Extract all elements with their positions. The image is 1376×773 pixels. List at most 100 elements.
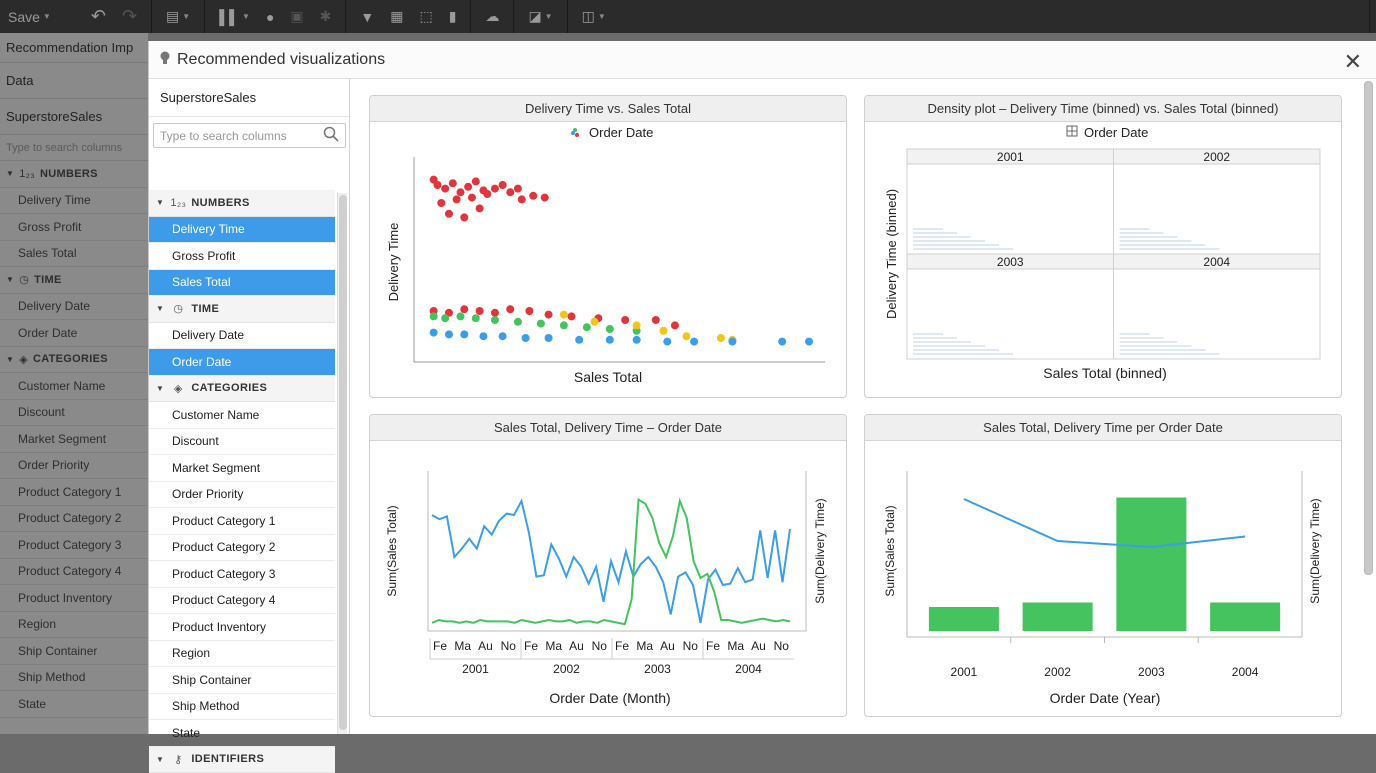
scatter-card[interactable]: Delivery Time vs. Sales Total Order Date… [369,95,847,398]
density-card[interactable]: Density plot – Delivery Time (binned) vs… [864,95,1342,398]
scatter-point[interactable] [468,194,476,202]
undo-icon[interactable]: ↶ [83,0,114,33]
close-icon[interactable]: ✕ [1344,49,1362,75]
group-header-identifiers[interactable]: ▼⚷IDENTIFIERS [149,747,335,773]
column-item[interactable]: State [149,720,335,747]
trellis-panel[interactable]: 2004 [1114,254,1321,359]
scatter-point[interactable] [545,334,553,342]
scatter-point[interactable] [541,194,549,202]
group-header-time[interactable]: ▼◷TIME [149,296,335,323]
details-icon[interactable]: ▣ [282,0,311,33]
column-list-scrollbar[interactable] [337,193,347,734]
column-item[interactable]: Ship Method [149,694,335,721]
scatter-point[interactable] [717,334,725,342]
scatter-point[interactable] [430,312,438,320]
scatter-point[interactable] [728,338,736,346]
chevron-down-icon[interactable]: ▼ [156,384,164,393]
scatter-point[interactable] [456,188,464,196]
group-header-categories[interactable]: ▼◈CATEGORIES [149,376,335,403]
column-item[interactable]: Region [149,641,335,668]
scatter-point[interactable] [499,332,507,340]
scatter-point[interactable] [441,185,449,193]
scatter-point[interactable] [525,307,533,315]
scatter-point[interactable] [583,323,591,331]
scrollbar-thumb[interactable] [1364,81,1373,575]
scatter-point[interactable] [606,325,614,333]
filter-icon[interactable]: ▼ [352,0,382,33]
bar[interactable] [1116,498,1186,632]
scatter-point[interactable] [529,192,537,200]
scatter-point[interactable] [633,321,641,329]
chevron-down-icon[interactable]: ▼ [156,198,164,207]
scatter-point[interactable] [453,195,461,203]
column-item[interactable]: Market Segment [149,455,335,482]
scatter-point[interactable] [537,320,545,328]
trellis-panel[interactable]: 2001 [907,149,1114,254]
scrollbar-thumb[interactable] [339,195,347,730]
chevron-down-icon[interactable]: ▼ [156,755,164,764]
chevron-down-icon[interactable]: ▼ [156,304,164,313]
scatter-point[interactable] [575,336,583,344]
bar[interactable] [929,607,999,631]
scatter-point[interactable] [441,314,449,322]
column-item[interactable]: Sales Total [149,270,335,297]
scatter-point[interactable] [560,321,568,329]
bar-line-card[interactable]: Sales Total, Delivery Time per Order Dat… [864,414,1342,717]
column-item[interactable]: Product Inventory [149,614,335,641]
scatter-point[interactable] [633,336,641,344]
scatter-point[interactable] [671,321,679,329]
column-item[interactable]: Ship Container [149,667,335,694]
scatter-point[interactable] [476,307,484,315]
scatter-point[interactable] [479,332,487,340]
scatter-point[interactable] [682,332,690,340]
scatter-point[interactable] [690,338,698,346]
column-item[interactable]: Gross Profit [149,243,335,270]
scatter-point[interactable] [483,190,491,198]
scatter-point[interactable] [445,210,453,218]
scatter-point[interactable] [514,185,522,193]
settings-icon[interactable]: ✱ [312,0,340,33]
scatter-point[interactable] [491,185,499,193]
scatter-point[interactable] [460,330,468,338]
scatter-point[interactable] [522,334,530,342]
column-item[interactable]: Customer Name [149,402,335,429]
scatter-point[interactable] [652,316,660,324]
theme-icon[interactable]: ◪▼ [520,0,560,33]
column-item[interactable]: Order Date [149,349,335,376]
search-icon[interactable] [323,126,339,145]
column-item[interactable]: Product Category 4 [149,588,335,615]
scatter-point[interactable] [499,181,507,189]
recommendations-scrollbar[interactable] [1362,81,1374,736]
scatter-point[interactable] [472,177,480,185]
scatter-point[interactable] [560,311,568,319]
marking-icon[interactable]: ⬚ [411,0,440,33]
lightbulb-icon[interactable]: ● [258,0,282,33]
column-item[interactable]: Discount [149,429,335,456]
scatter-point[interactable] [430,329,438,337]
scatter-point[interactable] [460,305,468,313]
scatter-point[interactable] [491,316,499,324]
scatter-point[interactable] [506,305,514,313]
scatter-point[interactable] [491,309,499,317]
scatter-point[interactable] [472,314,480,322]
scatter-point[interactable] [506,188,514,196]
series-line[interactable] [964,499,1245,547]
scatter-point[interactable] [445,330,453,338]
scatter-point[interactable] [606,336,614,344]
scatter-point[interactable] [433,181,441,189]
scatter-point[interactable] [805,338,813,346]
scatter-point[interactable] [460,213,468,221]
collaboration-icon[interactable]: ☁ [477,0,507,33]
column-item[interactable]: Product Category 1 [149,508,335,535]
scatter-point[interactable] [437,199,445,207]
scatter-point[interactable] [568,312,576,320]
line-card[interactable]: Sales Total, Delivery Time – Order Date … [369,414,847,717]
scatter-point[interactable] [518,195,526,203]
scatter-point[interactable] [621,316,629,324]
column-item[interactable]: Product Category 2 [149,535,335,562]
